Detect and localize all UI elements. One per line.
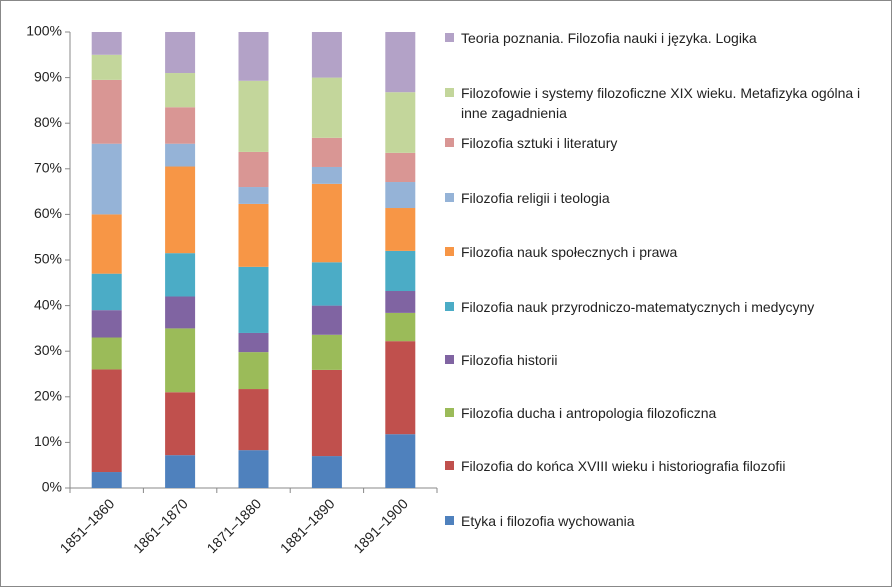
bar-segment (311, 137, 342, 167)
bar-segment (91, 54, 122, 80)
bar-segment (165, 455, 196, 488)
y-tick-label: 30% (34, 342, 62, 358)
legend-label: Filozofia nauk społecznych i prawa (461, 244, 678, 260)
x-tick-label: 1851–1860 (57, 495, 118, 556)
y-tick-label: 70% (34, 160, 62, 176)
bar-segment (91, 214, 122, 274)
legend-item: Filozofia religii i teologia (445, 188, 875, 208)
bar-segment (311, 32, 342, 78)
bar-segment (165, 253, 196, 297)
bar-segment (91, 472, 122, 488)
legend-swatch (445, 461, 454, 470)
y-tick-label: 100% (26, 23, 62, 39)
legend-label: Filozofia sztuki i literatury (461, 135, 618, 151)
bar-segment (238, 266, 269, 333)
y-tick-label: 40% (34, 296, 62, 312)
legend-swatch (445, 302, 454, 311)
bar-segment (238, 352, 269, 390)
bar-segment (238, 80, 269, 152)
bar-segment (385, 92, 416, 153)
bar-segment (385, 312, 416, 342)
bar-segment (91, 337, 122, 370)
bar-segment (165, 107, 196, 144)
bar-segment (238, 151, 269, 188)
legend-swatch (445, 193, 454, 202)
bar-segment (385, 32, 416, 93)
bar-segment (165, 328, 196, 393)
bar-segment (91, 143, 122, 215)
legend-item: Filozofia sztuki i literatury (445, 133, 875, 153)
bar-segment (311, 369, 342, 457)
legend-item: Filozofia nauk przyrodniczo-matematyczny… (445, 297, 875, 317)
y-tick-label: 50% (34, 251, 62, 267)
legend-swatch (445, 355, 454, 364)
bar-segment (385, 250, 416, 292)
y-tick-label: 80% (34, 114, 62, 130)
legend-label: Filozofia do końca XVIII wieku i histori… (461, 458, 786, 474)
legend-item: Filozofia ducha i antropologia filozofic… (445, 403, 875, 423)
bar-segment (238, 203, 269, 267)
bar-segment (91, 310, 122, 338)
bar-segment (238, 187, 269, 204)
y-tick-label: 60% (34, 205, 62, 221)
bar-segment (385, 152, 416, 183)
y-tick-label: 0% (42, 479, 62, 495)
legend-label: Filozofia historii (461, 352, 558, 368)
bar-segment (91, 369, 122, 473)
bar-segment (385, 434, 416, 488)
bar-segment (165, 143, 196, 167)
bar-segment (311, 166, 342, 184)
bar-segment (385, 291, 416, 313)
bar-segment (238, 332, 269, 353)
bar-segment (165, 32, 196, 74)
bar-segment (238, 389, 269, 451)
bar-segment (311, 262, 342, 306)
bar-segment (91, 32, 122, 55)
bar-segment (165, 296, 196, 329)
legend-label: Filozofia nauk przyrodniczo-matematyczny… (461, 299, 815, 315)
legend-item: Filozofia do końca XVIII wieku i histori… (445, 456, 875, 476)
legend-item: Filozofia nauk społecznych i prawa (445, 242, 875, 262)
bar-segment (91, 273, 122, 311)
y-tick-label: 10% (34, 433, 62, 449)
y-tick-label: 90% (34, 68, 62, 84)
legend-swatch (445, 247, 454, 256)
legend-label: Filozofia ducha i antropologia filozofic… (461, 405, 717, 421)
legend-label: Etyka i filozofia wychowania (461, 513, 635, 529)
bar-segment (238, 450, 269, 488)
legend-swatch (445, 408, 454, 417)
legend: Teoria poznania. Filozofia nauki i język… (445, 0, 885, 587)
bar-segment (165, 73, 196, 108)
bar-segment (311, 183, 342, 263)
legend-item: Filozofia historii (445, 350, 875, 370)
legend-label: Filozofia religii i teologia (461, 190, 610, 206)
bar-segment (311, 77, 342, 138)
bar-segment (165, 392, 196, 456)
legend-swatch (445, 88, 454, 97)
legend-swatch (445, 138, 454, 147)
bar-segment (385, 182, 416, 209)
x-tick-label: 1861–1870 (130, 495, 191, 556)
bar-segment (385, 341, 416, 435)
legend-item: Filozofowie i systemy filozoficzne XIX w… (445, 83, 875, 123)
bar-segment (311, 334, 342, 370)
bar-segment (238, 32, 269, 81)
legend-item: Teoria poznania. Filozofia nauki i język… (445, 28, 875, 48)
bar-segment (311, 305, 342, 335)
bar-segment (311, 456, 342, 488)
y-tick-label: 20% (34, 388, 62, 404)
legend-label: Filozofowie i systemy filozoficzne XIX w… (461, 85, 861, 121)
legend-swatch (445, 33, 454, 42)
legend-item: Etyka i filozofia wychowania (445, 511, 875, 531)
x-tick-label: 1871–1880 (203, 495, 264, 556)
bar-segment (165, 166, 196, 254)
x-tick-label: 1891–1900 (350, 495, 411, 556)
x-tick-label: 1881–1890 (277, 495, 338, 556)
legend-swatch (445, 516, 454, 525)
legend-label: Teoria poznania. Filozofia nauki i język… (461, 30, 757, 46)
bar-segment (385, 208, 416, 251)
bar-segment (91, 79, 122, 144)
